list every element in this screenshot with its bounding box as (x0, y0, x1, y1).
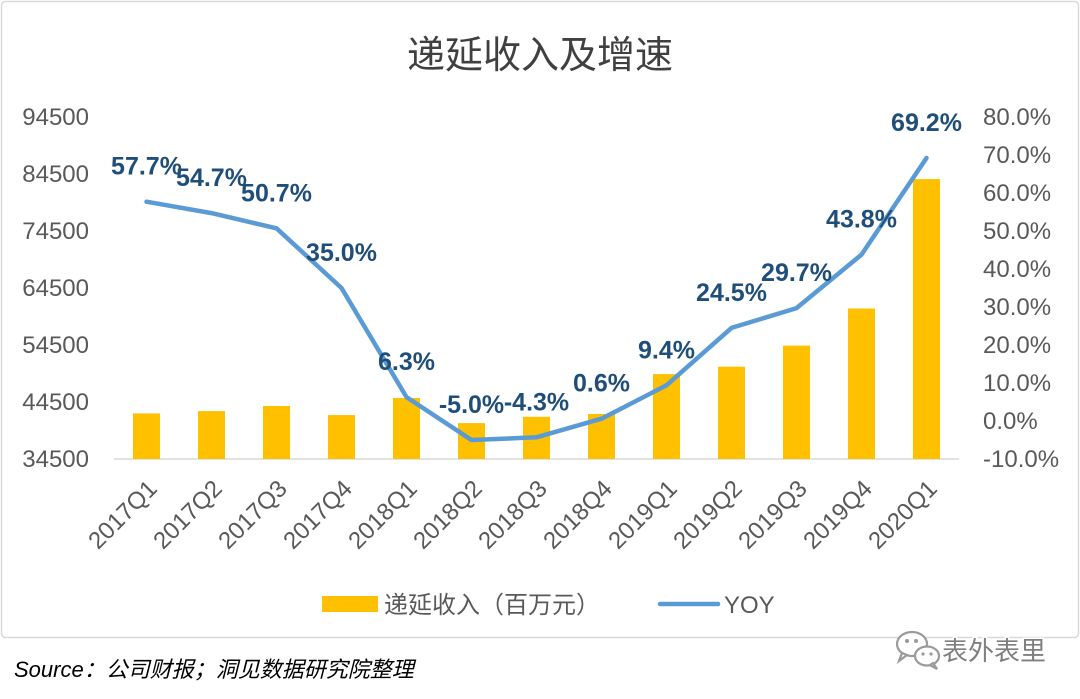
yoy-data-label-2020q1: 69.2% (891, 109, 962, 137)
yoy-data-label-2019q3: 29.7% (761, 259, 832, 287)
y-left-tick-label: 94500 (22, 104, 89, 131)
source-note: Source：公司财报；洞见数据研究院整理 (14, 657, 417, 682)
bar-2017q4 (328, 415, 355, 459)
yoy-point-2017q4 (339, 286, 344, 290)
yoy-point-2019q2 (729, 325, 734, 330)
y-right-tick-label: 60.0% (983, 180, 1051, 207)
bar-2017q1 (133, 413, 160, 459)
yoy-data-label-2018q1: 6.3% (378, 348, 435, 376)
legend-item-deferred-revenue: 递延收入（百万元） (322, 592, 600, 619)
y-left-tick-label: 74500 (22, 218, 89, 245)
yoy-point-2019q1 (664, 383, 669, 388)
yoy-point-2018q4 (599, 416, 604, 421)
legend-label-yoy: YOY (724, 592, 775, 619)
y-left-tick-label: 54500 (22, 332, 89, 359)
bar-series-deferred-revenue (133, 179, 940, 459)
yoy-point-2017q2 (209, 211, 214, 216)
yoy-data-label-2018q4: 0.6% (573, 370, 630, 398)
yoy-point-2018q2 (469, 438, 474, 442)
yoy-data-labels: 57.7%54.7%50.7% 35.0% 6.3%-5.0% -4.3%0.6% 9.… (111, 109, 962, 419)
yoy-data-label-2019q1: 9.4% (638, 336, 695, 364)
yoy-data-label-2019q4: 43.8% (826, 206, 897, 234)
bar-2017q3 (263, 406, 290, 459)
y-right-tick-label: 10.0% (983, 370, 1051, 397)
y-left-tick-label: 84500 (22, 161, 89, 188)
yoy-point-2019q4 (859, 252, 864, 257)
yoy-data-label-2017q4: 35.0% (306, 239, 377, 267)
bar-2019q2 (718, 366, 745, 459)
yoy-point-2017q3 (274, 226, 279, 231)
bar-2017q2 (198, 411, 225, 459)
y-right-tick-label: 40.0% (983, 256, 1051, 283)
wechat-icon (895, 630, 941, 670)
bar-2018q1 (393, 398, 420, 459)
legend-item-yoy: YOY (657, 592, 775, 619)
y-left-tick-label: 44500 (22, 389, 89, 416)
legend-swatch-bar (322, 596, 378, 612)
yoy-point-2017q1 (144, 199, 149, 204)
y-right-tick-label: 80.0% (983, 104, 1051, 131)
y-right-tick-label: 0.0% (983, 408, 1038, 435)
watermark: 表外表里 (895, 630, 1048, 670)
y-right-tick-label: 50.0% (983, 218, 1051, 245)
yoy-data-label-2018q3: -4.3% (504, 388, 569, 416)
yoy-point-2018q1 (404, 395, 409, 400)
y-left-tick-label: 64500 (22, 275, 89, 302)
y-right-tick-label: 30.0% (983, 294, 1051, 321)
bar-2019q3 (783, 345, 810, 459)
yoy-data-label-2019q2: 24.5% (696, 279, 767, 307)
yoy-data-label-2017q3: 50.7% (241, 179, 312, 207)
yoy-data-label-2018q2: -5.0% (439, 391, 504, 419)
line-series-yoy (144, 155, 929, 443)
yoy-data-label-2017q2: 54.7% (176, 164, 247, 192)
y-left-tick-label: 34500 (22, 446, 89, 473)
bar-2019q4 (848, 308, 875, 459)
y-right-tick-label: 70.0% (983, 142, 1051, 169)
bar-2020q1 (913, 179, 940, 459)
chart-frame (0, 0, 1080, 639)
legend: 递延收入（百万元） YOY (322, 592, 775, 619)
yoy-point-2018q3 (534, 435, 539, 440)
watermark-text: 表外表里 (942, 636, 1046, 666)
y-right-tick-label: 20.0% (983, 332, 1051, 359)
yoy-point-2019q3 (794, 306, 799, 311)
chart-title: 递延收入及增速 (407, 35, 673, 77)
legend-label-deferred-revenue: 递延收入（百万元） (384, 592, 600, 619)
yoy-data-label-2017q1: 57.7% (111, 153, 182, 181)
yoy-point-2020q1 (924, 156, 929, 160)
y-right-tick-label: -10.0% (983, 446, 1059, 473)
